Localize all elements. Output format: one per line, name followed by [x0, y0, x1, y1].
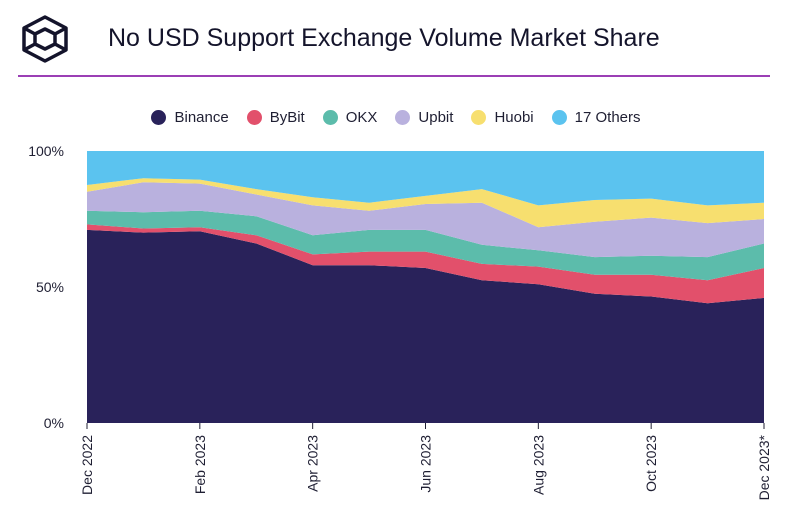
area-series — [87, 224, 764, 304]
legend-swatch — [322, 109, 338, 125]
legend-label: OKX — [345, 108, 378, 126]
cube-logo-icon — [22, 15, 68, 63]
legend-swatch — [246, 109, 262, 125]
y-tick-label: 0% — [44, 415, 64, 431]
legend-item: Upbit — [395, 109, 453, 126]
legend-swatch — [551, 109, 567, 125]
y-tick-label: 50% — [36, 279, 64, 295]
legend-item: 17 Others — [551, 108, 641, 126]
chart-title: No USD Support Exchange Volume Market Sh… — [108, 24, 660, 52]
legend-label: 17 Others — [574, 108, 641, 126]
chart-header: No USD Support Exchange Volume Market Sh… — [0, 0, 792, 78]
legend-swatch — [395, 109, 411, 125]
legend-item: ByBit — [246, 108, 305, 126]
x-tick-label: Dec 2023* — [756, 434, 772, 500]
legend-item: Huobi — [471, 108, 534, 126]
y-tick-label: 100% — [28, 143, 64, 159]
legend-item: Binance — [151, 108, 229, 126]
x-tick-label: Oct 2023 — [643, 435, 659, 492]
area-series — [87, 178, 764, 228]
legend-swatch — [151, 109, 167, 125]
area-series — [87, 151, 764, 206]
legend-swatch — [471, 109, 487, 125]
x-tick-label: Apr 2023 — [305, 435, 321, 492]
x-tick-label: Jun 2023 — [418, 435, 434, 493]
x-tick-label: Aug 2023 — [530, 435, 546, 495]
x-tick-label: Dec 2022 — [79, 435, 95, 495]
legend-label: Upbit — [418, 108, 454, 126]
legend-label: Binance — [174, 108, 229, 126]
title-divider — [18, 75, 770, 77]
legend-label: ByBit — [269, 108, 305, 126]
legend-label: Huobi — [494, 108, 534, 126]
area-series — [87, 182, 764, 258]
legend-item: OKX — [322, 108, 378, 126]
area-series — [87, 229, 764, 423]
chart-legend: Binance ByBit OKX Upbit Huobi 17 Others — [0, 106, 792, 128]
area-series — [87, 210, 764, 281]
x-tick-label: Feb 2023 — [192, 435, 208, 494]
